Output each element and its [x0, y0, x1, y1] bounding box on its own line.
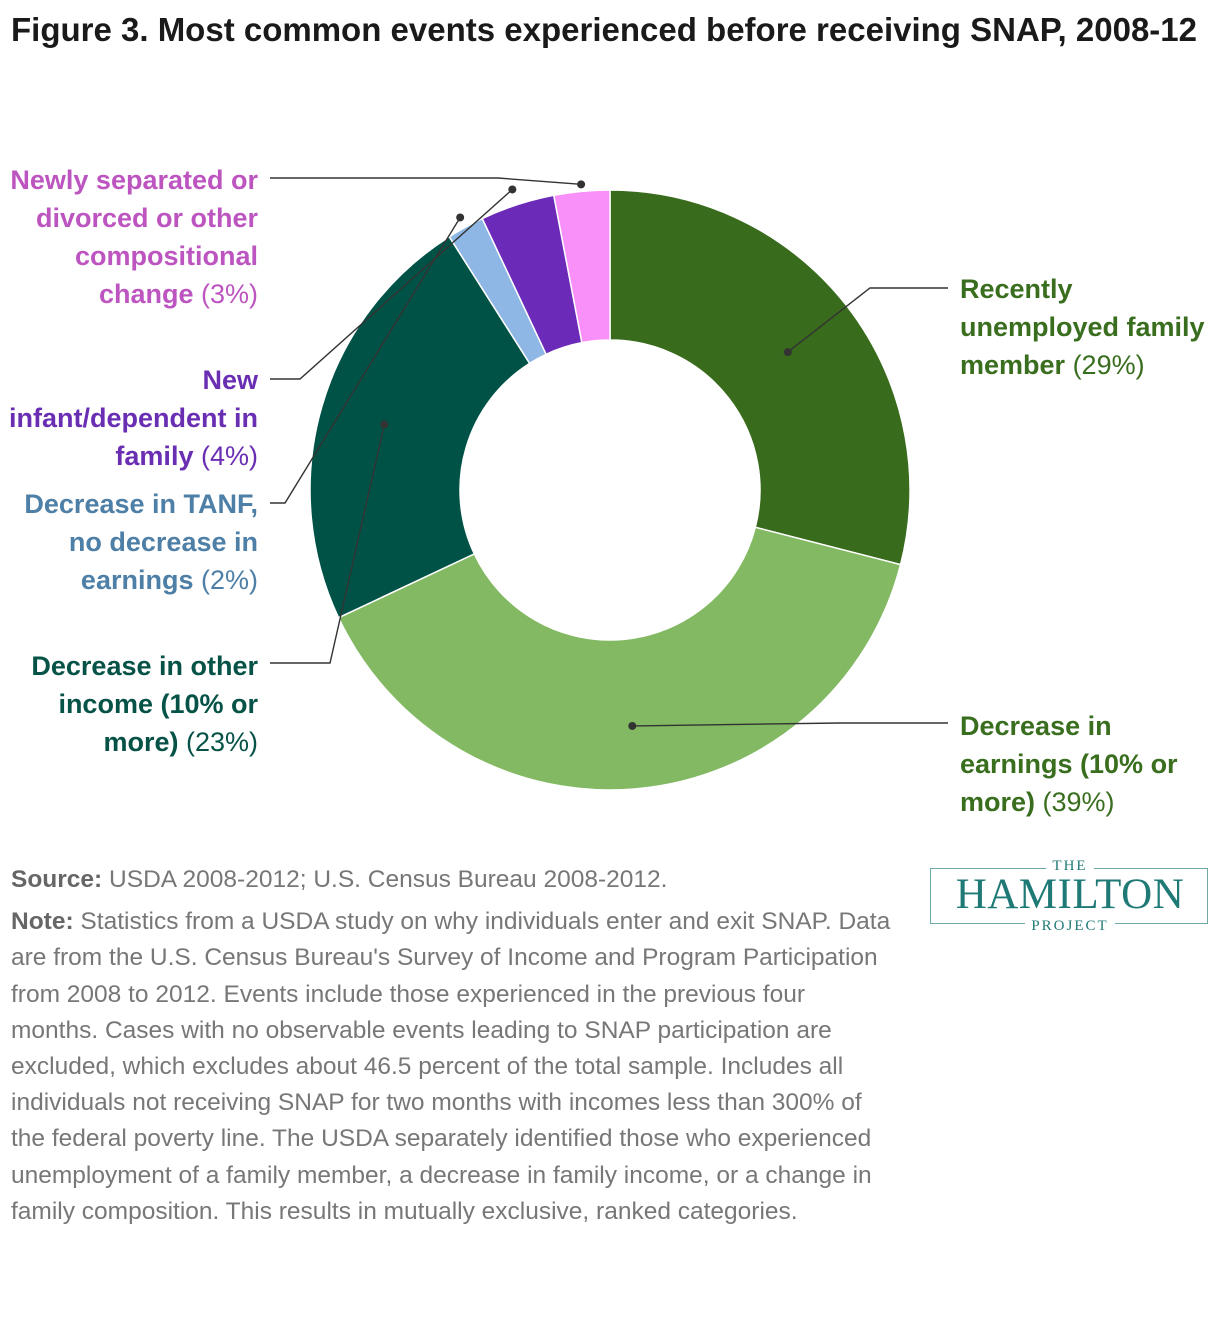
leader-dot-tanf	[456, 213, 465, 222]
leader-line-unemployed	[787, 287, 948, 353]
leader-dot-other-income	[380, 420, 389, 429]
label-tanf: Decrease in TANF, no decrease in earning…	[0, 485, 258, 599]
label-separated: Newly separated or divorced or other com…	[0, 161, 258, 313]
donut-chart	[270, 177, 948, 791]
leader-dot-earnings	[628, 721, 637, 730]
label-other-income-name: Decrease in other income (10% or more)	[31, 651, 258, 757]
label-tanf-pct: (2%)	[200, 565, 258, 595]
leader-dot-separated	[577, 180, 586, 189]
label-unemployed-pct: (29%)	[1072, 350, 1145, 380]
source-line: Source: USDA 2008-2012; U.S. Census Bure…	[11, 862, 891, 898]
leader-line-separated	[270, 177, 582, 186]
label-new-infant-name: New infant/dependent in family	[9, 365, 258, 471]
label-unemployed: Recently unemployed family member (29%)	[960, 270, 1210, 384]
leader-dot-new-infant	[508, 185, 517, 194]
note-text: Statistics from a USDA study on why indi…	[11, 908, 891, 1225]
note-line: Note: Statistics from a USDA study on wh…	[11, 904, 891, 1230]
label-new-infant: New infant/dependent in family (4%)	[0, 361, 258, 475]
logo-name: HAMILTON	[955, 871, 1185, 918]
label-other-income-pct: (23%)	[185, 727, 258, 757]
donut-slices	[309, 189, 911, 791]
logo-project: PROJECT	[930, 918, 1210, 934]
slice-unemployed	[609, 189, 911, 566]
label-new-infant-pct: (4%)	[200, 441, 258, 471]
label-other-income: Decrease in other income (10% or more) (…	[0, 647, 258, 761]
label-separated-name: Newly separated or divorced or other com…	[10, 165, 258, 309]
leader-lines	[270, 177, 948, 730]
leader-line-other-income	[270, 424, 386, 664]
label-separated-pct: (3%)	[200, 279, 258, 309]
slice-other-income	[309, 235, 531, 619]
logo-the: THE	[930, 858, 1210, 874]
hamilton-project-logo: THE HAMILTON PROJECT	[930, 858, 1210, 938]
source-text: USDA 2008-2012; U.S. Census Bureau 2008-…	[109, 866, 668, 893]
footer-notes: Source: USDA 2008-2012; U.S. Census Bure…	[11, 862, 891, 1236]
label-earnings-pct: (39%)	[1042, 787, 1115, 817]
source-label: Source:	[11, 866, 103, 893]
slice-separated	[552, 189, 611, 344]
label-unemployed-name: Recently unemployed family member	[960, 274, 1205, 380]
leader-line-earnings	[632, 722, 948, 727]
label-tanf-name: Decrease in TANF, no decrease in earning…	[24, 489, 258, 595]
chart-title: Figure 3. Most common events experienced…	[11, 11, 1198, 48]
leader-dot-unemployed	[783, 348, 792, 357]
label-earnings: Decrease in earnings (10% or more) (39%)	[960, 707, 1215, 821]
label-earnings-name: Decrease in earnings (10% or more)	[960, 711, 1178, 817]
note-label: Note:	[11, 908, 74, 936]
leader-line-new-infant	[270, 188, 513, 380]
leader-line-tanf	[270, 217, 461, 504]
